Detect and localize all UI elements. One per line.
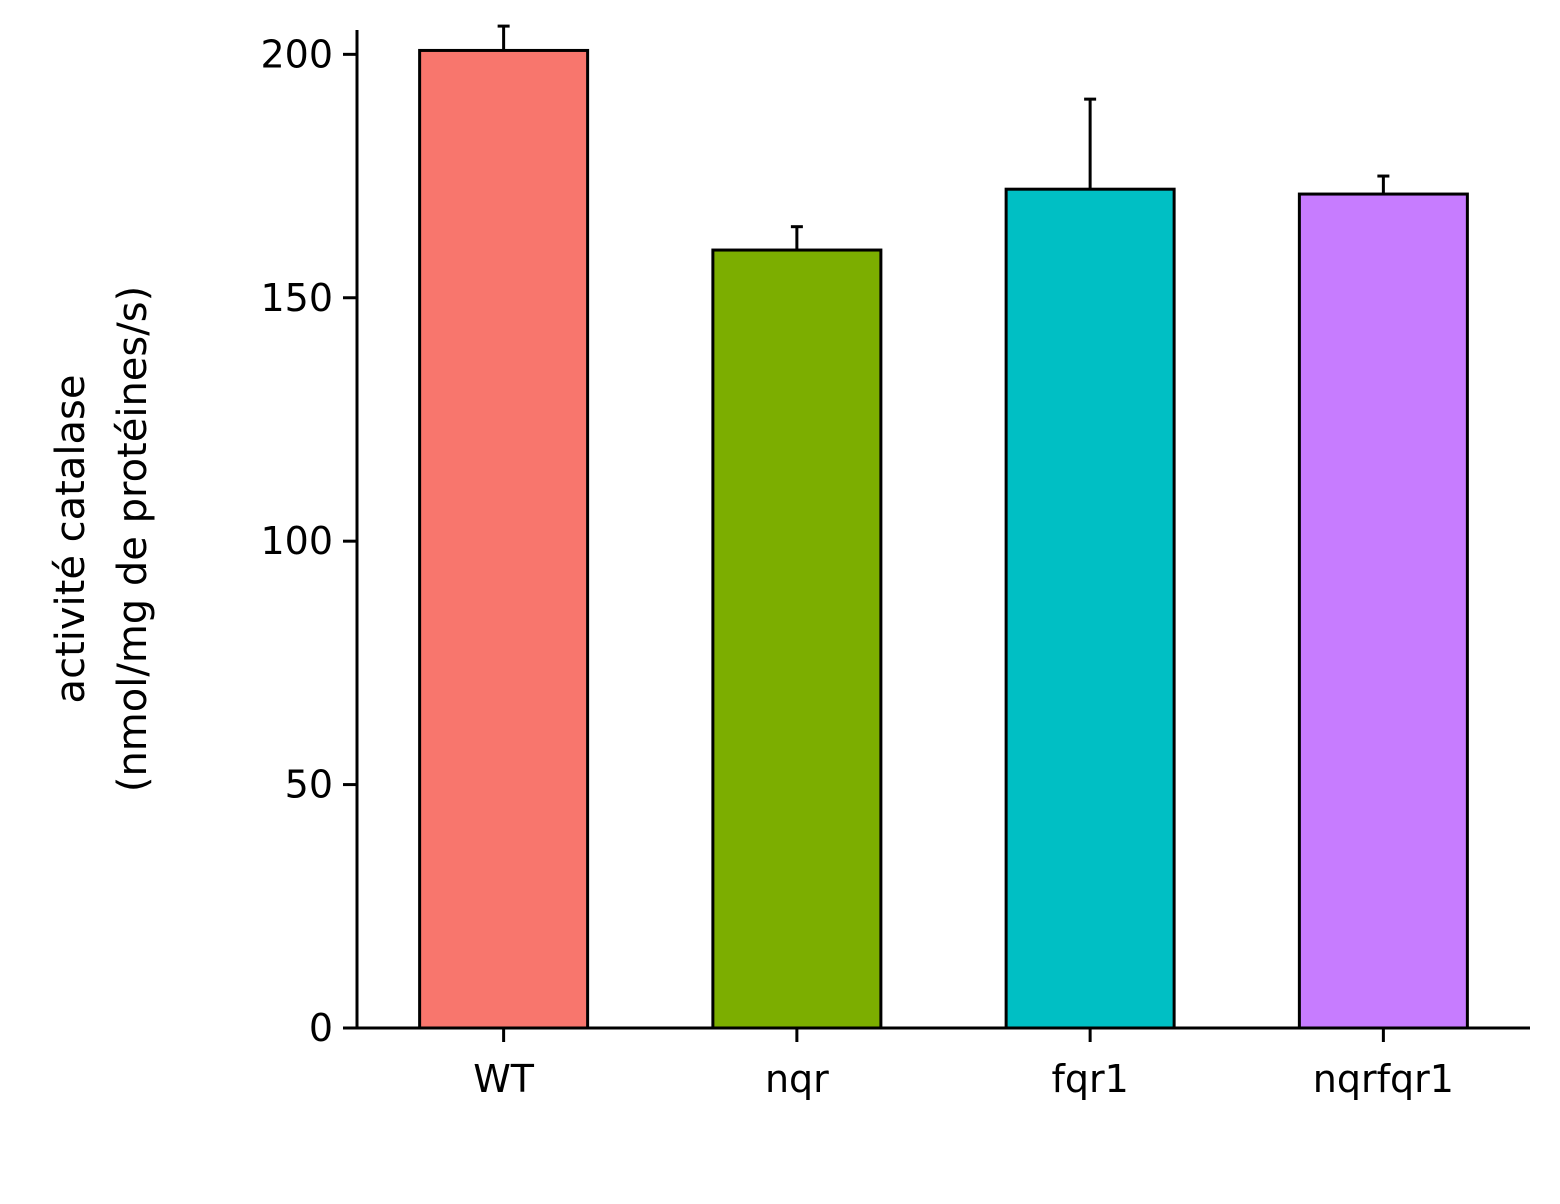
x-axis-ticks: WT nqr fqr1 nqrfqr1 — [473, 1028, 1454, 1101]
bar-nqr — [711, 248, 883, 1030]
x-tick-label-fqr1: fqr1 — [1051, 1057, 1128, 1101]
y-axis-ticks: 0 50 100 150 200 — [260, 32, 357, 1050]
x-tick-label-nqrfqr1: nqrfqr1 — [1313, 1057, 1454, 1101]
x-tick-label-nqr: nqr — [765, 1057, 829, 1101]
y-tick-label-100: 100 — [260, 519, 333, 563]
y-axis-title-line-1: activité catalase — [48, 375, 94, 704]
y-tick-label-0: 0 — [309, 1006, 333, 1050]
x-tick-label-WT: WT — [473, 1057, 535, 1101]
bar-WT — [418, 48, 590, 1030]
bar-nqrfqr1 — [1297, 192, 1469, 1030]
y-axis-title: activité catalase (nmol/mg de protéines/s… — [48, 286, 156, 792]
y-tick-label-50: 50 — [285, 763, 333, 807]
y-tick-label-150: 150 — [260, 276, 333, 320]
y-tick-label-200: 200 — [260, 32, 333, 76]
y-axis-title-line-2: (nmol/mg de protéines/s) — [110, 286, 156, 792]
bar-fqr1 — [1004, 187, 1176, 1030]
chart-marks — [418, 24, 1469, 1030]
